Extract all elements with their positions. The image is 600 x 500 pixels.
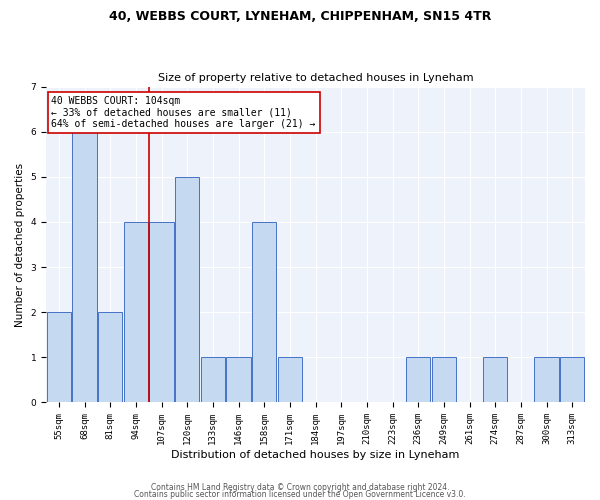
Bar <box>200 358 225 403</box>
Bar <box>47 312 71 402</box>
Bar <box>278 358 302 403</box>
Bar <box>483 358 508 403</box>
X-axis label: Distribution of detached houses by size in Lyneham: Distribution of detached houses by size … <box>172 450 460 460</box>
Title: Size of property relative to detached houses in Lyneham: Size of property relative to detached ho… <box>158 73 473 83</box>
Y-axis label: Number of detached properties: Number of detached properties <box>15 162 25 326</box>
Bar <box>149 222 174 402</box>
Bar <box>124 222 148 402</box>
Bar <box>535 358 559 403</box>
Bar <box>560 358 584 403</box>
Text: 40, WEBBS COURT, LYNEHAM, CHIPPENHAM, SN15 4TR: 40, WEBBS COURT, LYNEHAM, CHIPPENHAM, SN… <box>109 10 491 23</box>
Bar <box>175 177 199 402</box>
Bar <box>406 358 430 403</box>
Bar <box>431 358 456 403</box>
Bar <box>98 312 122 402</box>
Bar <box>252 222 277 402</box>
Text: 40 WEBBS COURT: 104sqm
← 33% of detached houses are smaller (11)
64% of semi-det: 40 WEBBS COURT: 104sqm ← 33% of detached… <box>52 96 316 129</box>
Bar <box>226 358 251 403</box>
Text: Contains public sector information licensed under the Open Government Licence v3: Contains public sector information licen… <box>134 490 466 499</box>
Text: Contains HM Land Registry data © Crown copyright and database right 2024.: Contains HM Land Registry data © Crown c… <box>151 484 449 492</box>
Bar <box>73 132 97 402</box>
